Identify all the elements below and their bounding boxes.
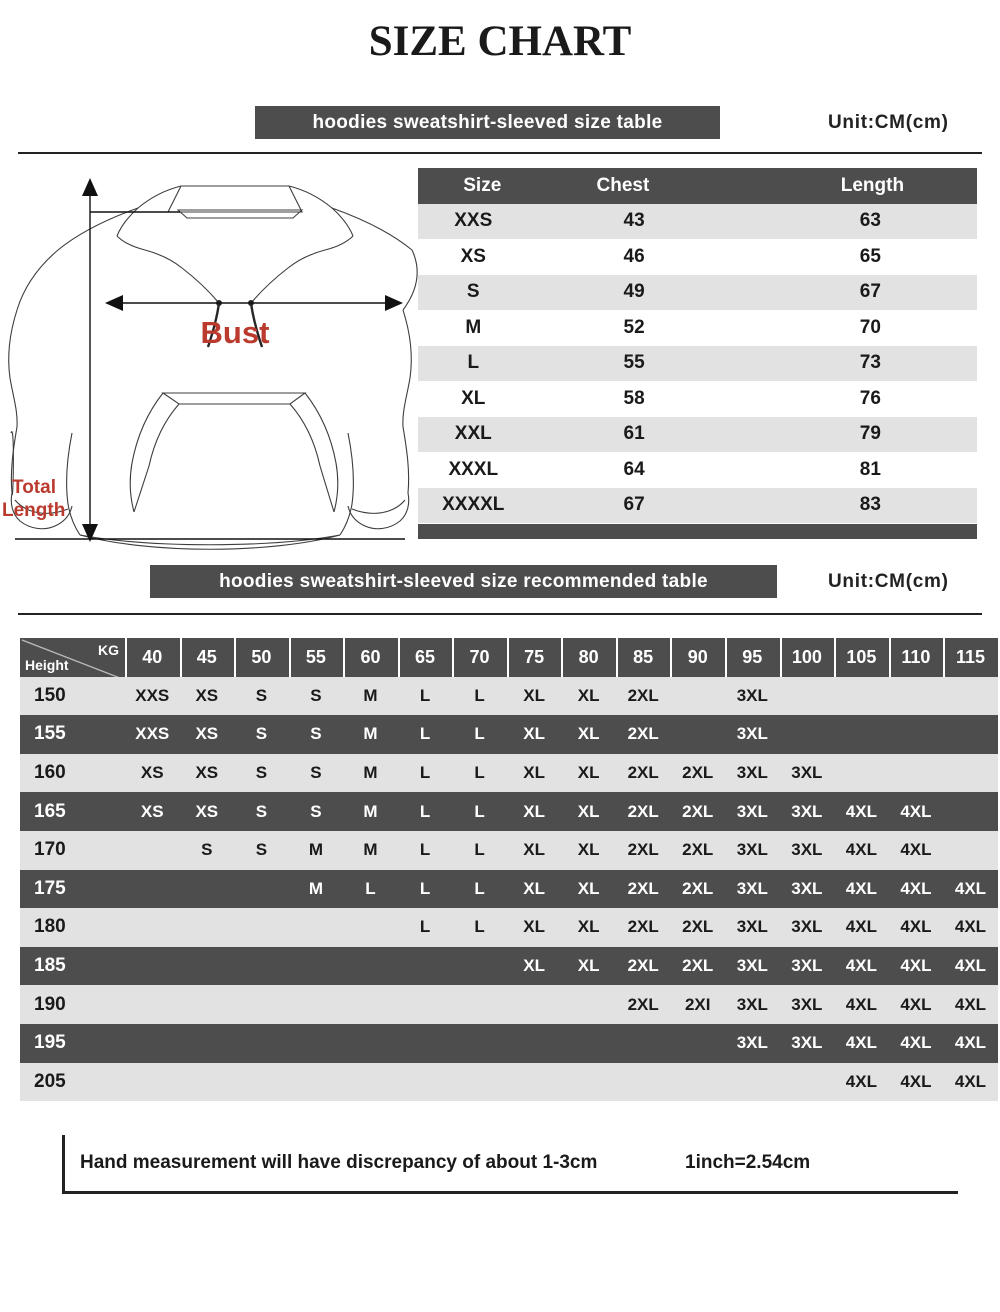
svg-text:Total: Total [12, 477, 56, 498]
svg-text:Bust: Bust [201, 315, 270, 350]
svg-text:Length: Length [2, 500, 65, 521]
